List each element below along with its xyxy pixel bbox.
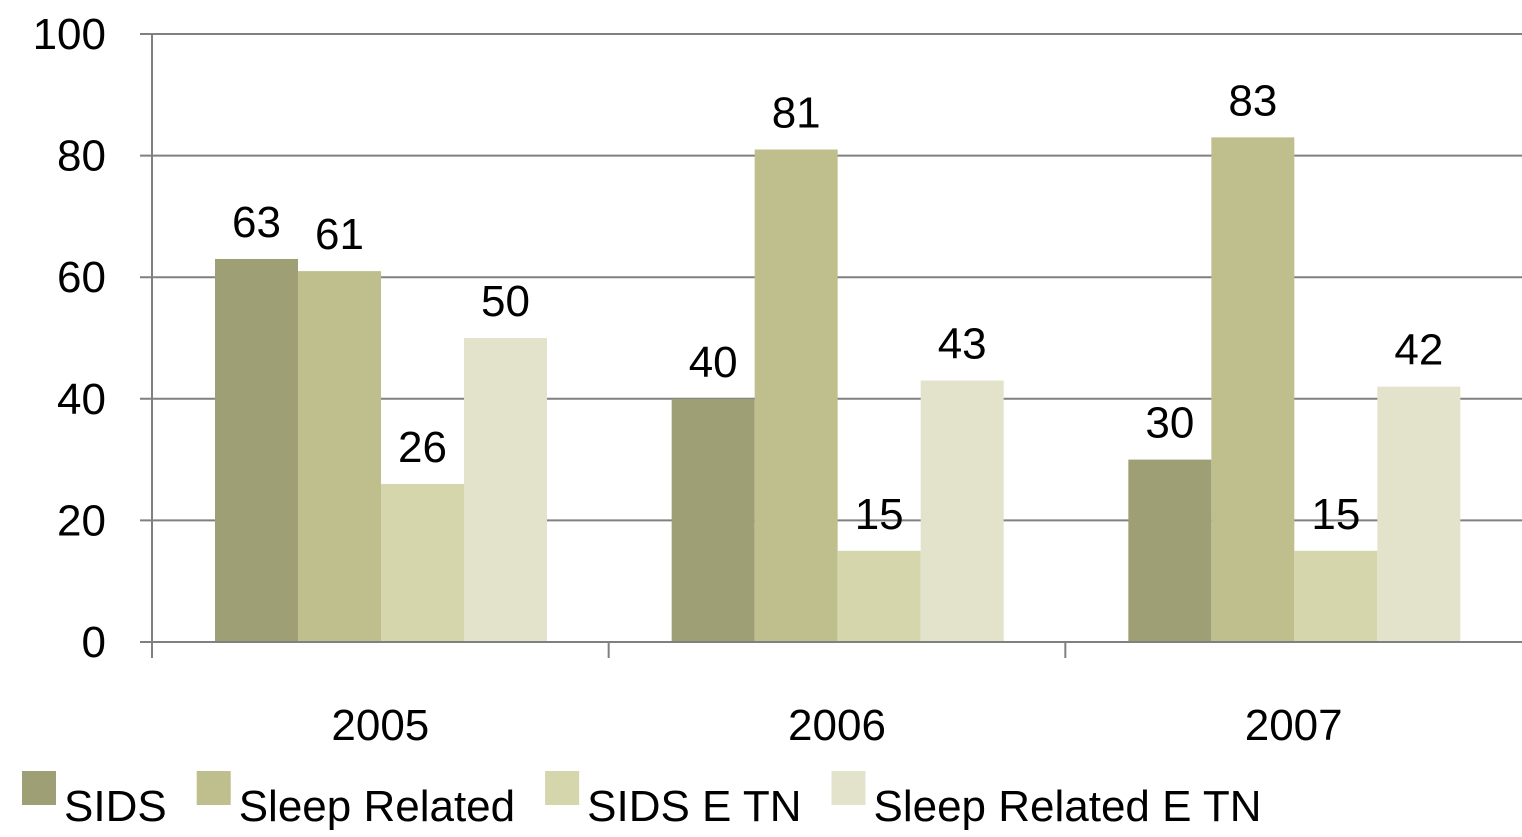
legend-swatch-sleep-related — [196, 771, 231, 805]
data-label-sids-e-tn-2005: 26 — [398, 423, 447, 472]
y-tick-label-40: 40 — [57, 375, 106, 424]
legend-label-sids: SIDS — [64, 782, 167, 831]
bar-sleep-related-e-tn-2007 — [1377, 386, 1461, 642]
x-axis: 2005 2006 2007 — [151, 34, 1522, 750]
x-tick-label-2006: 2006 — [788, 701, 886, 750]
bar-sleep-related-2006 — [754, 149, 838, 642]
data-label-sids-e-tn-2006: 15 — [855, 490, 904, 539]
y-tick-label-60: 60 — [57, 253, 106, 302]
data-label-sids-e-tn-2007: 15 — [1311, 490, 1360, 539]
x-tick-label-2007: 2007 — [1245, 701, 1343, 750]
legend-swatch-sleep-related-e-tn — [831, 771, 866, 805]
legend-swatch-sids — [22, 771, 56, 805]
data-label-sleep-related-e-tn-2006: 43 — [938, 320, 987, 369]
data-label-sleep-related-e-tn-2007: 42 — [1394, 326, 1443, 375]
legend-label-sleep-related: Sleep Related — [239, 782, 515, 831]
data-label-sleep-related-2006: 81 — [772, 89, 821, 138]
bars — [215, 137, 1461, 643]
data-label-sleep-related-2005: 61 — [315, 210, 364, 259]
bar-sleep-related-2005 — [298, 271, 381, 642]
bar-sids-e-tn-2005 — [381, 483, 464, 642]
y-tick-label-0: 0 — [82, 618, 106, 667]
data-label-sids-2005: 63 — [232, 198, 281, 247]
bar-sids-2006 — [671, 398, 755, 642]
bar-sleep-related-e-tn-2006 — [920, 380, 1004, 642]
bar-sleep-related-e-tn-2005 — [464, 338, 547, 642]
bar-sids-2005 — [215, 258, 298, 642]
bar-sleep-related-2007 — [1211, 137, 1295, 643]
y-tick-label-20: 20 — [57, 496, 106, 545]
y-tick-label-100: 100 — [33, 10, 106, 59]
legend-label-sids-e-tn: SIDS E TN — [587, 782, 801, 831]
bar-sids-e-tn-2006 — [837, 550, 921, 642]
y-axis-ticks: 0 20 40 60 80 100 — [33, 10, 106, 667]
data-label-sids-2007: 30 — [1145, 399, 1194, 448]
data-label-sleep-related-2007: 83 — [1228, 76, 1277, 125]
data-label-sleep-related-e-tn-2005: 50 — [481, 277, 530, 326]
legend-swatch-sids-e-tn — [545, 771, 580, 805]
x-tick-label-2005: 2005 — [331, 701, 429, 750]
legend-label-sleep-related-e-tn: Sleep Related E TN — [873, 782, 1261, 831]
data-labels: 63 40 30 61 81 83 26 15 15 50 43 42 — [232, 76, 1443, 538]
y-tick-label-80: 80 — [57, 132, 106, 181]
bar-sids-e-tn-2007 — [1294, 550, 1378, 642]
bar-sids-2007 — [1128, 459, 1212, 642]
data-label-sids-2006: 40 — [689, 338, 738, 387]
legend: SIDS Sleep Related SIDS E TN Sleep Related … — [22, 771, 1262, 831]
